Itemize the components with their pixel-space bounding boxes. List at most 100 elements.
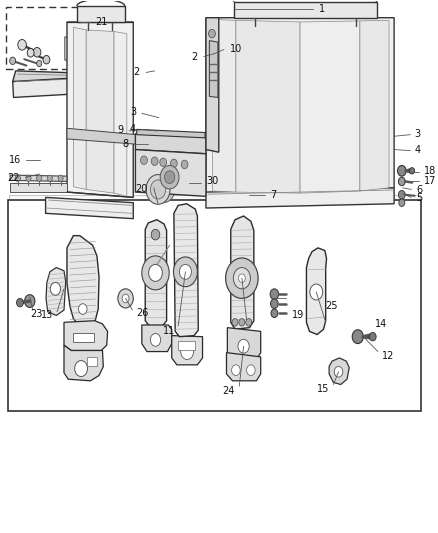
- Polygon shape: [174, 204, 198, 337]
- Circle shape: [78, 304, 87, 314]
- Circle shape: [399, 177, 405, 185]
- Polygon shape: [360, 20, 389, 191]
- Polygon shape: [135, 150, 206, 196]
- Polygon shape: [74, 38, 83, 59]
- Text: 19: 19: [291, 310, 304, 320]
- Text: 1: 1: [319, 4, 325, 14]
- Circle shape: [226, 258, 258, 298]
- Circle shape: [151, 157, 158, 165]
- Circle shape: [58, 175, 63, 181]
- Text: 21: 21: [95, 17, 108, 27]
- Text: 6: 6: [417, 185, 423, 195]
- Circle shape: [27, 49, 34, 57]
- Circle shape: [173, 257, 198, 287]
- Polygon shape: [67, 236, 99, 328]
- Polygon shape: [106, 74, 111, 92]
- Polygon shape: [67, 128, 137, 144]
- Text: 26: 26: [137, 308, 149, 318]
- Text: 30: 30: [206, 176, 218, 187]
- Circle shape: [239, 319, 245, 326]
- Polygon shape: [87, 357, 97, 367]
- Polygon shape: [13, 71, 110, 82]
- Polygon shape: [135, 134, 206, 154]
- Polygon shape: [114, 31, 127, 196]
- Polygon shape: [206, 18, 394, 193]
- Polygon shape: [67, 22, 133, 197]
- Polygon shape: [74, 27, 86, 189]
- Text: 12: 12: [382, 351, 395, 361]
- Polygon shape: [231, 216, 254, 329]
- Bar: [6, 7, 111, 69]
- Polygon shape: [9, 195, 420, 205]
- Circle shape: [160, 158, 166, 166]
- Polygon shape: [46, 268, 66, 316]
- Polygon shape: [77, 6, 125, 22]
- Text: 14: 14: [375, 319, 387, 329]
- Text: 20: 20: [135, 184, 148, 195]
- Text: 7: 7: [270, 190, 276, 200]
- Text: 2: 2: [191, 52, 198, 61]
- Circle shape: [33, 47, 41, 57]
- Circle shape: [170, 159, 177, 167]
- Circle shape: [37, 60, 42, 67]
- Circle shape: [150, 180, 166, 199]
- Circle shape: [122, 294, 129, 303]
- Text: 8: 8: [123, 139, 129, 149]
- Circle shape: [181, 344, 194, 360]
- Circle shape: [148, 264, 162, 281]
- Polygon shape: [142, 325, 172, 352]
- Polygon shape: [329, 358, 349, 384]
- Polygon shape: [64, 321, 108, 351]
- Circle shape: [165, 171, 175, 183]
- Circle shape: [271, 299, 278, 309]
- Circle shape: [142, 256, 169, 290]
- Circle shape: [37, 175, 42, 181]
- Text: 16: 16: [9, 155, 21, 165]
- Text: 4: 4: [130, 124, 136, 134]
- Text: 2: 2: [134, 67, 140, 77]
- Circle shape: [18, 39, 26, 50]
- Circle shape: [25, 295, 35, 308]
- Circle shape: [271, 309, 278, 318]
- Text: 5: 5: [417, 193, 423, 204]
- Circle shape: [208, 29, 215, 38]
- Circle shape: [238, 340, 249, 353]
- Text: 10: 10: [230, 44, 242, 53]
- Circle shape: [334, 367, 343, 377]
- Circle shape: [141, 156, 147, 165]
- Circle shape: [74, 361, 88, 376]
- Polygon shape: [206, 188, 394, 208]
- Circle shape: [369, 333, 376, 341]
- Polygon shape: [64, 345, 103, 381]
- Polygon shape: [226, 353, 261, 381]
- Text: 9: 9: [118, 125, 124, 135]
- Polygon shape: [145, 220, 166, 326]
- Text: 17: 17: [424, 176, 436, 187]
- Polygon shape: [212, 19, 236, 192]
- Text: 4: 4: [415, 144, 421, 155]
- Circle shape: [151, 173, 175, 203]
- Circle shape: [50, 282, 60, 295]
- Polygon shape: [86, 30, 114, 193]
- Circle shape: [399, 190, 405, 199]
- Text: 18: 18: [424, 166, 436, 176]
- Circle shape: [146, 174, 170, 204]
- Text: 13: 13: [41, 310, 53, 320]
- Circle shape: [310, 284, 323, 300]
- Polygon shape: [46, 197, 133, 219]
- Circle shape: [232, 319, 238, 326]
- Circle shape: [238, 274, 245, 282]
- Polygon shape: [65, 37, 74, 60]
- Text: 23: 23: [30, 309, 42, 319]
- Circle shape: [15, 175, 20, 181]
- Circle shape: [233, 268, 251, 289]
- Text: 11: 11: [163, 326, 175, 336]
- Polygon shape: [10, 175, 67, 181]
- Text: 3: 3: [415, 128, 421, 139]
- Polygon shape: [178, 341, 195, 351]
- Circle shape: [47, 175, 53, 181]
- Polygon shape: [236, 20, 300, 193]
- Polygon shape: [13, 76, 108, 98]
- Circle shape: [160, 165, 179, 189]
- Polygon shape: [206, 18, 219, 152]
